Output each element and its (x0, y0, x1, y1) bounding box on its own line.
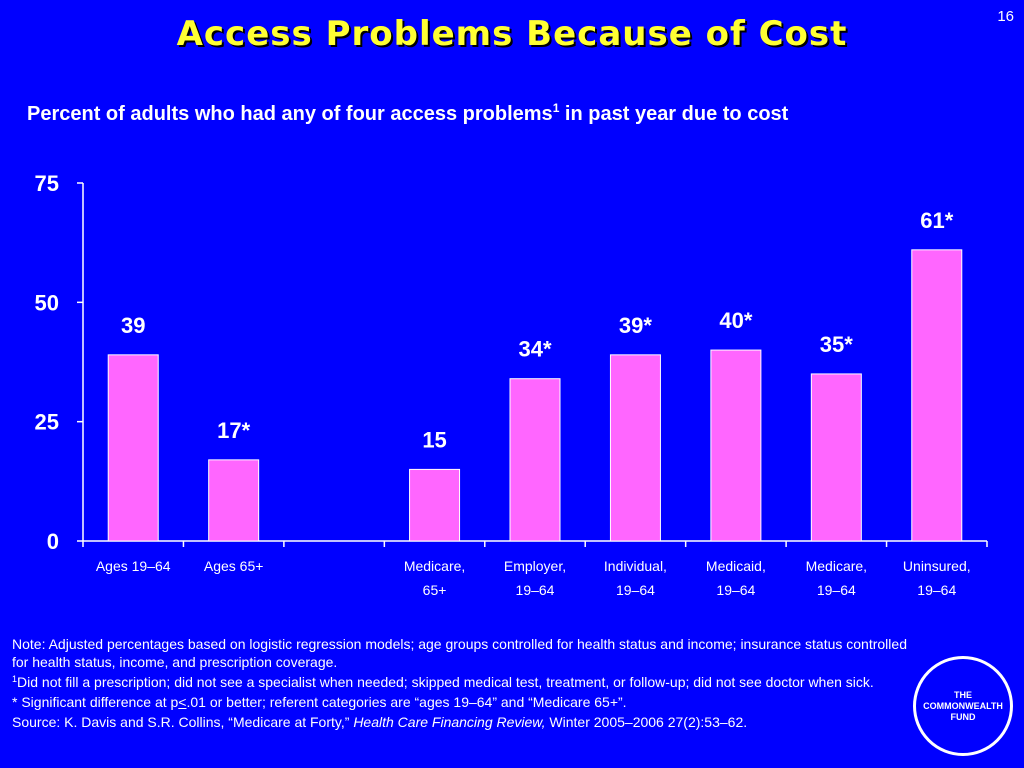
y-tick-label: 75 (35, 171, 59, 196)
x-tick-label: Medicaid, (706, 558, 766, 574)
bar-chart: 0 25 50 75 39 Ages 19–64 17* Ages 65+ 15 Medicare… (35, 171, 988, 598)
bar (710, 349, 762, 542)
bar (810, 373, 862, 542)
significance-text-rest: .01 or better; referent categories are “… (186, 694, 627, 710)
x-tick-label: 19–64 (716, 582, 755, 598)
significance-note: * Significant difference at p<.01 or bet… (12, 693, 912, 711)
data-label: 17* (217, 418, 250, 443)
footnote-marker: 1 (12, 674, 18, 684)
chart-subtitle: Percent of adults who had any of four ac… (27, 100, 907, 128)
y-tick-label: 0 (47, 529, 59, 554)
data-label: 15 (422, 427, 446, 452)
y-tick-label: 50 (35, 290, 59, 315)
significance-symbol: < (178, 694, 187, 710)
subtitle-text-rest: in past year due to cost (559, 103, 789, 125)
data-label: 40* (719, 308, 752, 333)
logo-line: THE (953, 689, 972, 700)
bar (509, 378, 561, 542)
commonwealth-fund-logo: THE COMMONWEALTH FUND (913, 656, 1013, 756)
subtitle-footnote-marker: 1 (552, 101, 560, 115)
slide-title: Access Problems Because of Cost (176, 14, 848, 54)
x-tick-label: Medicare, (404, 558, 465, 574)
x-tick-label: 19–64 (616, 582, 655, 598)
logo-line: FUND (950, 711, 976, 722)
logo-line: COMMONWEALTH (923, 700, 1003, 711)
subtitle-text: Percent of adults who had any of four ac… (27, 103, 553, 125)
bar (609, 354, 661, 542)
x-tick-label: Individual, (604, 558, 667, 574)
x-tick-label: Ages 19–64 (96, 558, 171, 574)
data-label: 61* (920, 208, 953, 233)
note-text: Note: Adjusted percentages based on logi… (12, 636, 907, 670)
notes-section: Note: Adjusted percentages based on logi… (12, 635, 912, 733)
page-number: 16 (997, 8, 1014, 25)
x-tick-label: Uninsured, (903, 558, 971, 574)
source-note: Source: K. Davis and S.R. Collins, “Medi… (12, 713, 912, 731)
source-journal: Health Care Financing Review, (353, 714, 546, 730)
x-tick-label: 65+ (423, 582, 447, 598)
x-tick-label: 19–64 (516, 582, 555, 598)
y-tick-label: 25 (35, 410, 59, 435)
data-label: 35* (820, 332, 853, 357)
source-text: Source: K. Davis and S.R. Collins, “Medi… (12, 714, 354, 730)
x-tick-label: 19–64 (817, 582, 856, 598)
x-tick-label: Ages 65+ (204, 558, 264, 574)
x-tick-label: Medicare, (806, 558, 867, 574)
bar (409, 468, 461, 542)
bar (208, 459, 260, 542)
x-tick-label: 19–64 (917, 582, 956, 598)
footnote-text: Did not fill a prescription; did not see… (17, 674, 874, 690)
bar (911, 249, 963, 542)
data-label: 39* (619, 313, 652, 338)
x-tick-label: Employer, (504, 558, 566, 574)
significance-text: * Significant difference at p (12, 694, 179, 710)
bar (107, 354, 159, 542)
data-label: 39 (121, 313, 145, 338)
footnote: 1Did not fill a prescription; did not se… (12, 673, 912, 691)
data-label: 34* (518, 337, 551, 362)
source-text-rest: Winter 2005–2006 27(2):53–62. (545, 714, 748, 730)
